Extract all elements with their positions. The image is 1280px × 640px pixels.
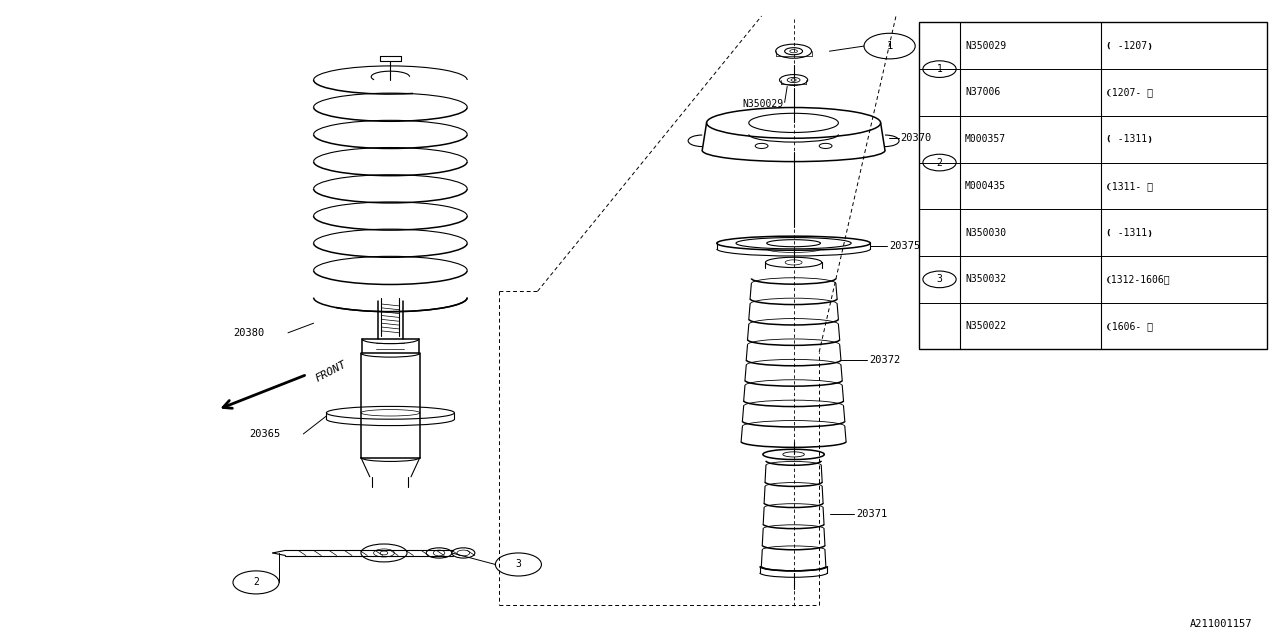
Ellipse shape [452,548,475,558]
Text: ❪ -1207❫: ❪ -1207❫ [1106,41,1153,51]
Text: 20370: 20370 [900,132,931,143]
FancyBboxPatch shape [919,22,1267,349]
Text: 1: 1 [887,41,892,51]
Text: ❪ -1311❫: ❪ -1311❫ [1106,228,1153,237]
Text: ❨1311- 〉: ❨1311- 〉 [1106,181,1153,191]
Text: N350029: N350029 [742,99,783,109]
Text: ❨1207- 〉: ❨1207- 〉 [1106,88,1153,97]
Text: 20380: 20380 [233,328,264,338]
Text: N37006: N37006 [965,88,1001,97]
Ellipse shape [780,74,808,86]
Ellipse shape [361,544,407,562]
Ellipse shape [776,44,812,58]
Text: N350029: N350029 [965,41,1006,51]
Text: 20371: 20371 [856,509,887,518]
Text: A211001157: A211001157 [1189,619,1252,629]
Text: 1: 1 [937,64,942,74]
Text: N350022: N350022 [965,321,1006,331]
Text: 3: 3 [516,559,521,570]
Text: 20365: 20365 [250,429,280,439]
Text: N350032: N350032 [965,275,1006,284]
Text: 20372: 20372 [869,355,900,365]
Text: N350030: N350030 [965,228,1006,237]
Text: ❨1606- 〉: ❨1606- 〉 [1106,321,1153,331]
Text: FRONT: FRONT [314,359,348,383]
Text: 20375: 20375 [890,241,920,251]
Text: ❪ -1311❫: ❪ -1311❫ [1106,134,1153,144]
Text: M000357: M000357 [965,134,1006,144]
Ellipse shape [426,548,452,558]
Text: ❨1312-1606〉: ❨1312-1606〉 [1106,275,1170,284]
Text: M000435: M000435 [965,181,1006,191]
Text: 3: 3 [937,275,942,284]
Text: 2: 2 [937,157,942,168]
Text: 2: 2 [253,577,259,588]
